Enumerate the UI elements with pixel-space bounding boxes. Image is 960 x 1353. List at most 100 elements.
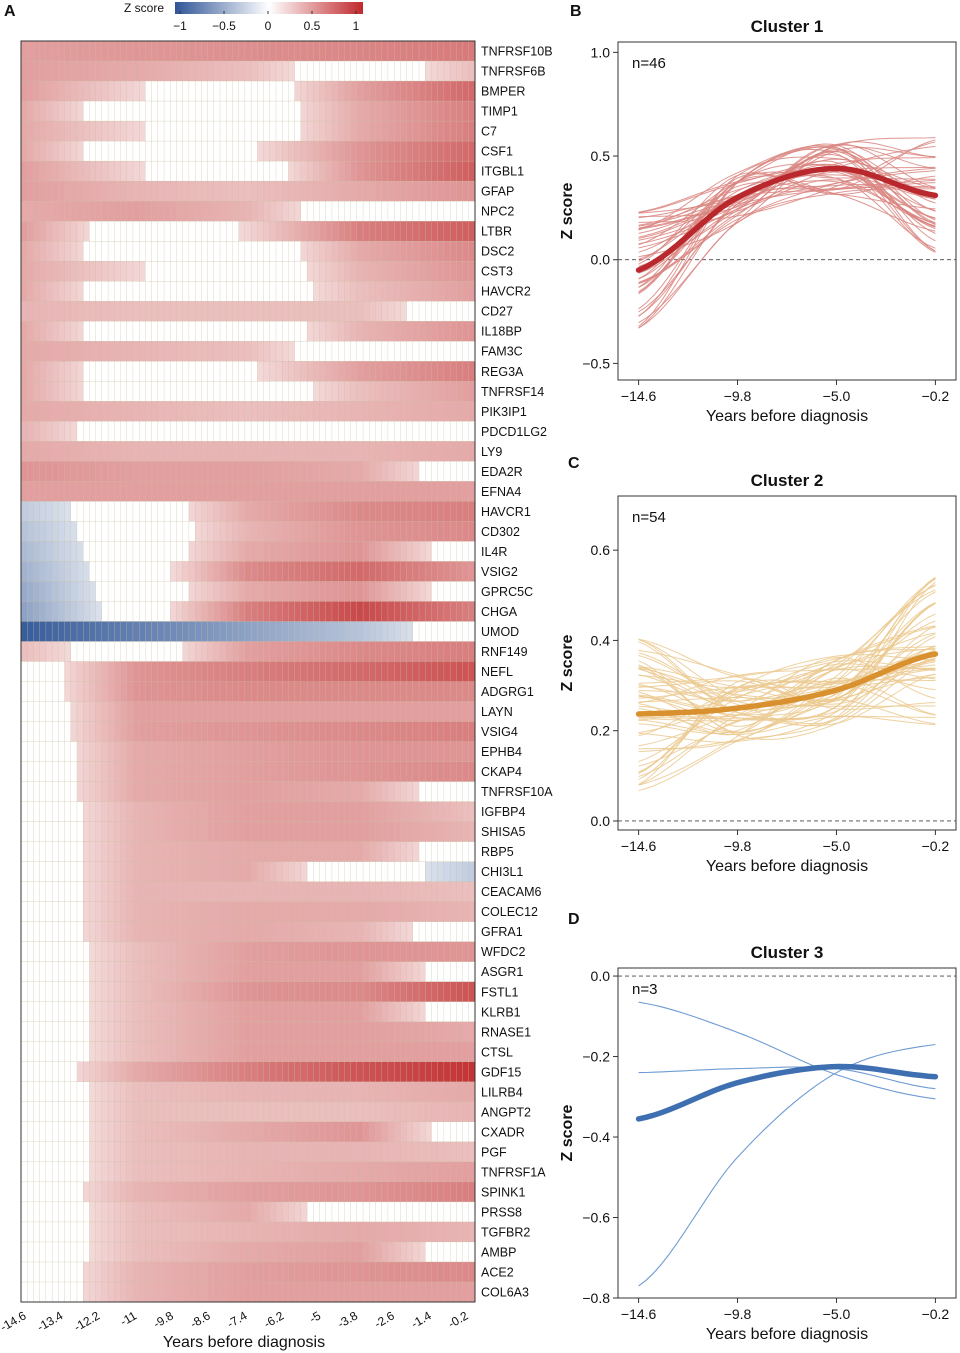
heatmap-cell [58, 180, 65, 202]
heatmap-cell [89, 801, 97, 823]
heatmap-cell [20, 1241, 28, 1263]
heatmap-cell [269, 981, 277, 1003]
heatmap-cell [89, 981, 97, 1003]
heatmap-cell [244, 1201, 252, 1223]
heatmap-cell [145, 100, 153, 122]
heatmap-cell [362, 621, 370, 642]
heatmap-cell [431, 261, 439, 282]
heatmap-cell [170, 521, 177, 542]
heatmap-cell [362, 761, 370, 783]
heatmap-cell [232, 381, 240, 402]
heatmap-cell [120, 541, 128, 562]
heatmap-cell [400, 1081, 408, 1103]
heatmap-cell [275, 140, 283, 162]
heatmap-cell [456, 421, 464, 442]
heatmap-cell [425, 1201, 432, 1223]
heatmap-cell [313, 1101, 320, 1123]
heatmap-cell [126, 581, 134, 602]
heatmap-cell [83, 921, 90, 943]
heatmap-cell [238, 661, 246, 682]
heatmap-cell [418, 200, 426, 222]
heatmap-cell [51, 761, 59, 783]
heatmap-cell [250, 241, 258, 262]
heatmap-cell [300, 981, 308, 1003]
heatmap-cell [282, 901, 289, 923]
heatmap-cell [282, 781, 289, 803]
heatmap-cell [288, 581, 296, 602]
heatmap-cell [362, 1141, 370, 1163]
heatmap-cell [101, 521, 109, 542]
heatmap-cell [456, 160, 464, 182]
heatmap-cell [294, 180, 302, 202]
heatmap-cell [313, 761, 320, 783]
heatmap-cell [406, 881, 414, 903]
heatmap-cell [338, 581, 345, 602]
heatmap-cell [45, 1141, 53, 1163]
heatmap-cell [282, 941, 289, 963]
heatmap-cell [194, 1161, 202, 1183]
heatmap-cell [176, 1061, 184, 1083]
heatmap-cell [412, 261, 420, 282]
heatmap-cell [331, 801, 339, 823]
heatmap-cell [76, 1181, 84, 1203]
heatmap-cell [393, 1041, 401, 1063]
heatmap-cell [219, 200, 227, 222]
heatmap-cell [350, 1201, 358, 1223]
heatmap-cell [188, 60, 196, 82]
heatmap-cell [101, 701, 109, 722]
heatmap-cell [219, 701, 227, 722]
heatmap-cell [406, 1081, 414, 1103]
heatmap-cell [257, 241, 264, 262]
gene-label: RNF149 [481, 645, 528, 659]
heatmap-cell [468, 321, 476, 342]
heatmap-cell [226, 1221, 233, 1243]
heatmap-cell [120, 1201, 128, 1223]
heatmap-cell [313, 861, 320, 883]
heatmap-cell [338, 1221, 345, 1243]
heatmap-cell [393, 1121, 401, 1143]
heatmap-cell [331, 861, 339, 883]
heatmap-cell [145, 401, 153, 422]
heatmap-cell [443, 80, 451, 102]
heatmap-cell [313, 581, 320, 602]
heatmap-cell [132, 681, 140, 702]
heatmap-cell [76, 1121, 84, 1143]
heatmap-cell [418, 741, 426, 763]
heatmap-cell [58, 761, 65, 783]
heatmap-cell [51, 1021, 59, 1043]
x-tick-label: −14.6 [621, 838, 657, 854]
heatmap-cell [443, 60, 451, 82]
gene-label: WFDC2 [481, 945, 525, 959]
heatmap-cell [269, 661, 277, 682]
heatmap-cell [468, 401, 476, 422]
heatmap-cell [226, 841, 233, 863]
heatmap-cell [27, 1241, 34, 1263]
heatmap-cell [356, 861, 364, 883]
heatmap-cell [313, 1261, 320, 1283]
heatmap-cell [107, 481, 115, 502]
heatmap-cell [325, 901, 333, 923]
heatmap-cell [188, 601, 196, 622]
heatmap-cell [194, 341, 202, 362]
heatmap-cell [393, 261, 401, 282]
heatmap-cell [27, 421, 34, 442]
heatmap-cell [39, 1041, 47, 1063]
heatmap-cell [226, 941, 233, 963]
heatmap-cell [244, 401, 252, 422]
heatmap-cell [313, 281, 320, 302]
heatmap-cell [294, 281, 302, 302]
heatmap-cell [89, 1061, 97, 1083]
heatmap-cell [468, 1101, 476, 1123]
heatmap-cell [319, 40, 327, 62]
heatmap-cell [418, 60, 426, 82]
heatmap-cell [201, 761, 209, 783]
heatmap-cell [219, 921, 227, 943]
heatmap-cell [132, 381, 140, 402]
heatmap-cell [163, 80, 171, 102]
heatmap-cell [182, 661, 190, 682]
heatmap-cell [369, 941, 376, 963]
heatmap-cell [219, 761, 227, 783]
heatmap-cell [64, 801, 72, 823]
heatmap-cell [369, 421, 376, 442]
heatmap-cell [145, 881, 153, 903]
